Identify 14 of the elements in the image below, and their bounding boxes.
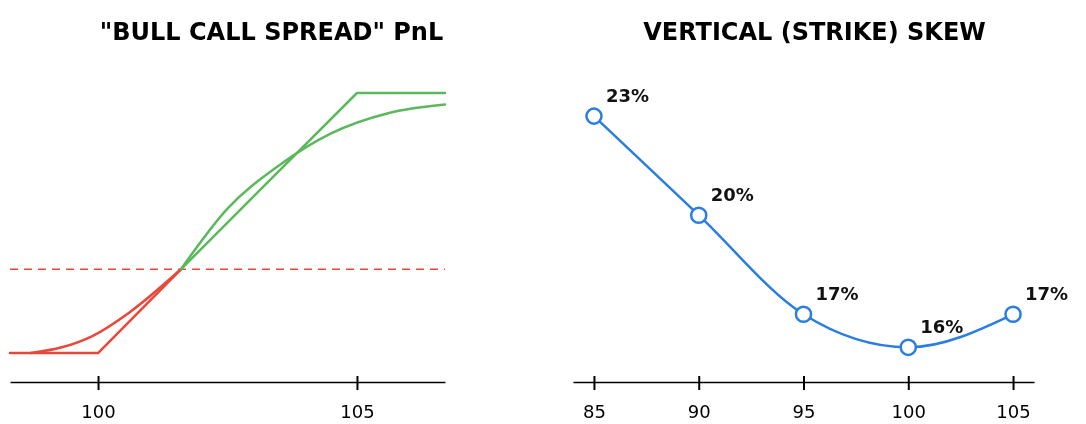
chart-title: VERTICAL (STRIKE) SKEW [643,18,986,46]
x-tick-label: 100 [81,401,116,423]
x-tick-label: 85 [583,401,606,423]
data-label: 23% [605,85,650,107]
chart-title: "BULL CALL SPREAD" PnL [99,18,444,46]
data-label: 17% [815,283,859,305]
data-label: 17% [1025,283,1069,305]
data-label: 16% [920,316,964,338]
x-tick-label: 105 [996,401,1031,423]
x-tick-label: 90 [687,401,711,423]
x-tick-label: 105 [340,401,375,423]
x-tick-label: 100 [891,401,926,423]
x-tick-label: 95 [792,401,816,423]
data-label: 20% [710,184,754,206]
